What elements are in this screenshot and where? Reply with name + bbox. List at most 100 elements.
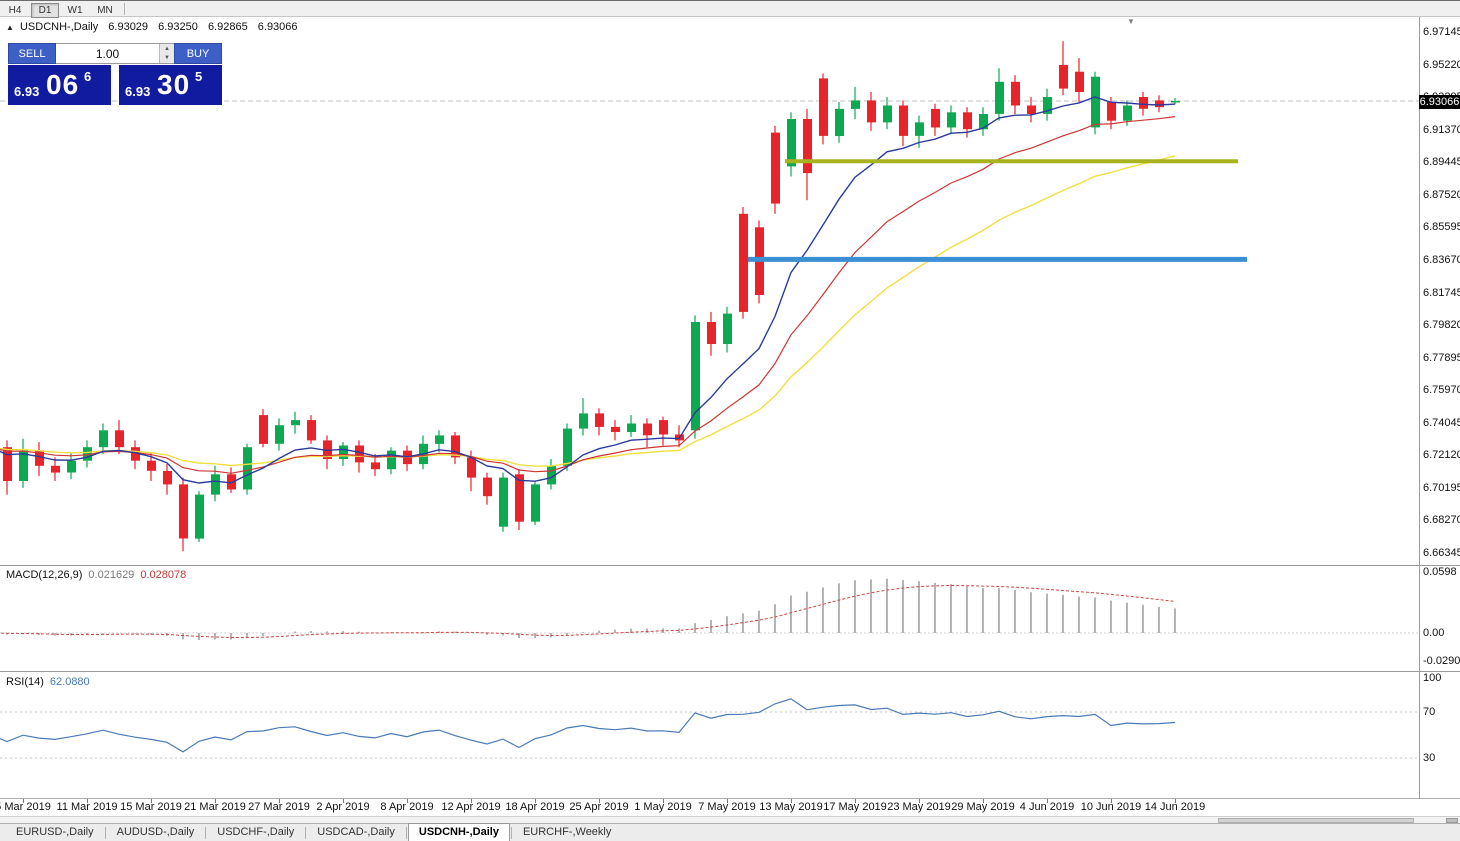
time-axis-label: 7 May 2019 <box>698 801 756 813</box>
rsi-axis-label: 100 <box>1423 672 1442 684</box>
time-axis-tick <box>151 799 152 803</box>
time-axis-tick <box>279 799 280 803</box>
time-axis-tick <box>1111 799 1112 803</box>
volume-decrease-button[interactable]: ▼ <box>160 53 174 63</box>
sell-price-prefix: 6.93 <box>14 84 40 99</box>
time-axis-label: 10 Jun 2019 <box>1080 801 1142 813</box>
rsi-axis-label: 70 <box>1423 706 1436 718</box>
tf-button-d1[interactable]: D1 <box>31 2 59 18</box>
price-axis-label: 6.70195 <box>1423 482 1460 494</box>
tab-audusd-daily[interactable]: AUDUSD-,Daily <box>116 826 195 838</box>
buy-price-big: 30 <box>157 69 191 100</box>
timeframe-buttons: H4 D1 W1 MN <box>0 0 120 18</box>
time-axis-label: 11 Mar 2019 <box>56 801 118 813</box>
volume-input[interactable] <box>56 44 159 63</box>
time-axis-tick <box>727 799 728 803</box>
macd-axis-label: 0.0598 <box>1423 566 1457 578</box>
sell-price-pip: 6 <box>84 69 92 84</box>
chart-shift-marker-icon[interactable]: ▼ <box>1127 17 1135 26</box>
time-axis-tick <box>855 799 856 803</box>
macd-signal-value: 0.028078 <box>140 569 187 581</box>
symbol-direction-icon: ▲ <box>6 23 14 32</box>
close-value: 6.93066 <box>257 21 298 33</box>
price-axis-label: 6.66345 <box>1423 547 1460 559</box>
time-axis-label: 15 Mar 2019 <box>120 801 182 813</box>
time-axis-label: 2 Apr 2019 <box>316 801 370 813</box>
time-axis-tick <box>1175 799 1176 803</box>
volume-stepper: ▲ ▼ <box>56 43 174 64</box>
price-axis-label: 6.68270 <box>1423 514 1460 526</box>
time-axis-label: 23 May 2019 <box>887 801 951 813</box>
price-axis-label: 6.89445 <box>1423 156 1460 168</box>
tab-eurchf-weekly[interactable]: EURCHF-,Weekly <box>522 826 612 838</box>
horizontal-scrollbar[interactable] <box>0 816 1460 823</box>
price-axis-label: 6.74045 <box>1423 417 1460 429</box>
tab-divider <box>305 826 307 839</box>
volume-increase-button[interactable]: ▲ <box>160 44 174 54</box>
time-axis-tick <box>919 799 920 803</box>
panel-splitter-rsi[interactable] <box>0 671 1460 672</box>
panel-splitter-macd[interactable] <box>0 565 1460 566</box>
current-price-badge: 6.93066 <box>1419 95 1460 109</box>
tab-usdchf-daily[interactable]: USDCHF-,Daily <box>217 826 295 838</box>
high-value: 6.93250 <box>158 21 198 33</box>
time-axis-label: 14 Jun 2019 <box>1144 801 1206 813</box>
time-axis-divider <box>0 798 1460 799</box>
sell-price-big: 06 <box>46 69 80 100</box>
macd-indicator-label: MACD(12,26,9) 0.021629 0.028078 <box>6 569 192 581</box>
tab-usdcad-daily[interactable]: USDCAD-,Daily <box>317 826 395 838</box>
time-axis-tick <box>343 799 344 803</box>
buy-price-panel[interactable]: 6.93 30 5 <box>119 65 222 105</box>
time-axis-tick <box>215 799 216 803</box>
tf-button-mn[interactable]: MN <box>97 4 113 16</box>
macd-value: 0.021629 <box>88 569 135 581</box>
sell-price-panel[interactable]: 6.93 06 6 <box>8 65 111 105</box>
price-axis-label: 6.72120 <box>1423 449 1460 461</box>
buy-button[interactable]: BUY <box>174 43 222 64</box>
price-axis-label: 6.87520 <box>1423 189 1460 201</box>
tf-button-h4[interactable]: H4 <box>8 4 22 16</box>
price-axis-label: 6.91370 <box>1423 124 1460 136</box>
price-axis-label: 6.75970 <box>1423 384 1460 396</box>
open-value: 6.93029 <box>108 21 149 33</box>
time-axis-tick <box>983 799 984 803</box>
tab-divider <box>405 826 407 839</box>
time-axis-tick <box>663 799 664 803</box>
tab-eurusd-daily[interactable]: EURUSD-,Daily <box>16 826 94 838</box>
rsi-axis-label: 30 <box>1423 752 1436 764</box>
time-axis-label: 17 May 2019 <box>823 801 887 813</box>
time-axis-tick <box>1047 799 1048 803</box>
tab-usdcnh-daily[interactable]: USDCNH-,Daily <box>407 823 510 841</box>
time-axis-label: 29 May 2019 <box>951 801 1015 813</box>
rsi-value: 62.0880 <box>49 676 90 688</box>
time-axis-label: 8 Apr 2019 <box>380 801 434 813</box>
buy-price-prefix: 6.93 <box>125 84 151 99</box>
scrollbar-button[interactable] <box>1446 818 1458 823</box>
time-axis-tick <box>535 799 536 803</box>
macd-axis-label: 0.00 <box>1423 627 1445 639</box>
price-axis-border <box>1419 17 1420 799</box>
time-axis-tick <box>87 799 88 803</box>
time-axis-tick <box>471 799 472 803</box>
toolbar-separator <box>124 2 125 15</box>
time-axis-label: 12 Apr 2019 <box>441 801 501 813</box>
chart-ohlc-readout: ▲ USDCNH-,Daily 6.93029 6.93250 6.92865 … <box>6 21 298 33</box>
chart-tab-bar: EURUSD-,Daily AUDUSD-,Daily USDCHF-,Daily U… <box>0 823 1460 841</box>
time-axis-tick <box>407 799 408 803</box>
tf-button-w1[interactable]: W1 <box>67 4 83 16</box>
tab-divider <box>510 826 512 839</box>
rsi-indicator-label: RSI(14) 62.0880 <box>6 676 96 688</box>
price-axis-label: 6.77895 <box>1423 352 1460 364</box>
time-axis-tick <box>23 799 24 803</box>
time-axis-label: 27 Mar 2019 <box>248 801 310 813</box>
macd-axis-label: -0.0290 <box>1423 655 1460 667</box>
tab-divider <box>205 826 207 839</box>
rsi-name: RSI(14) <box>6 676 44 688</box>
sell-button[interactable]: SELL <box>8 43 56 64</box>
scrollbar-thumb[interactable] <box>1218 818 1414 823</box>
price-axis-label: 6.81745 <box>1423 287 1460 299</box>
chart-symbol-label: USDCNH-,Daily <box>19 21 99 33</box>
price-axis-label: 6.85595 <box>1423 221 1460 233</box>
